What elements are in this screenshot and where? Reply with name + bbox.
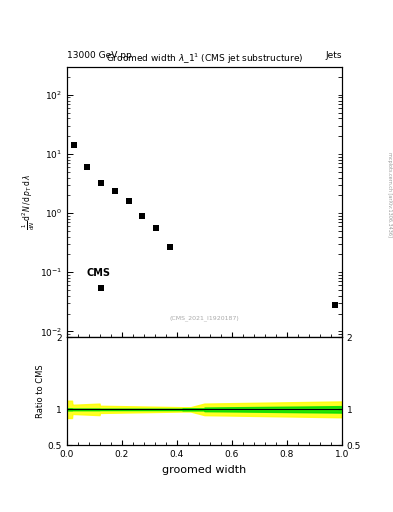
Text: 13000 GeV pp: 13000 GeV pp [67,51,132,60]
Y-axis label: Ratio to CMS: Ratio to CMS [36,365,45,418]
Text: CMS: CMS [86,268,110,278]
Point [98,179,105,187]
Point [126,197,132,205]
Y-axis label: $\frac{1}{\mathrm{d}N}\,\mathrm{d}^2N\,/\,\mathrm{d}\,p_T\,\mathrm{d}\,\lambda$: $\frac{1}{\mathrm{d}N}\,\mathrm{d}^2N\,/… [20,174,37,230]
X-axis label: groomed width: groomed width [162,465,246,475]
Title: Groomed width $\lambda\_1^1$ (CMS jet substructure): Groomed width $\lambda\_1^1$ (CMS jet su… [106,52,303,67]
Point [112,186,118,195]
Point [332,301,338,309]
Text: Jets: Jets [325,51,342,60]
Point [71,141,77,150]
Point [84,163,90,171]
Point [140,212,146,221]
Text: mcplots.cern.ch [arXiv:1306.3436]: mcplots.cern.ch [arXiv:1306.3436] [387,152,391,237]
Point [153,224,160,232]
Text: (CMS_2021_I1920187): (CMS_2021_I1920187) [169,315,239,321]
Point [98,284,105,292]
Point [167,243,173,251]
